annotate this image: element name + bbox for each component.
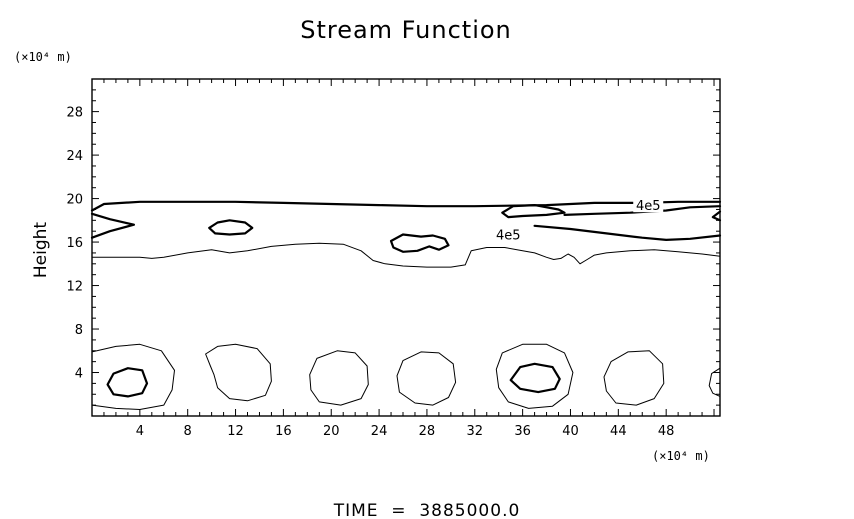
contour-upper-band-top	[90, 200, 722, 212]
contour-cell-l5-inner	[509, 362, 561, 394]
x-tick-label: 28	[419, 424, 436, 439]
contour-cell-l4	[396, 351, 457, 406]
contour-cell-l1-inner	[106, 367, 149, 398]
x-unit-label: (×10⁴ m)	[652, 449, 710, 463]
y-tick-label: 8	[75, 323, 83, 338]
time-footer: TIME = 3885000.0	[333, 501, 521, 519]
tick-layer	[91, 78, 720, 417]
x-tick-label: 24	[371, 424, 388, 439]
contour-cell-l7-partial	[708, 367, 721, 397]
contour-band-lower-right	[533, 224, 722, 241]
contour-cell-l5-outer	[495, 343, 574, 409]
chart-title: Stream Function	[300, 16, 512, 44]
contour-cell-l6	[603, 350, 665, 406]
x-tick-label: 12	[227, 424, 244, 439]
contour-label: 4e5	[636, 199, 661, 214]
contour-lower-wave	[91, 242, 721, 268]
contour-blob-28	[389, 233, 450, 253]
x-tick-label: 44	[610, 424, 627, 439]
y-tick-label: 16	[66, 236, 83, 251]
x-tick-label: 4	[136, 424, 144, 439]
y-tick-label: 20	[66, 193, 83, 208]
x-tick-label: 40	[562, 424, 579, 439]
y-tick-label: 28	[66, 106, 83, 121]
y-unit-label: (×10⁴ m)	[14, 50, 72, 64]
x-tick-label: 20	[323, 424, 340, 439]
x-tick-label: 32	[467, 424, 484, 439]
plot-frame	[91, 78, 721, 417]
contour-right-stub	[711, 210, 722, 222]
contour-label-bg	[493, 226, 524, 242]
contour-blob-36	[501, 204, 566, 219]
contour-cell-l2	[205, 343, 272, 402]
contour-cell-l3	[309, 350, 369, 406]
contour-label: 4e5	[496, 229, 521, 244]
x-tick-label: 36	[514, 424, 531, 439]
contour-cell-l1-outer	[91, 343, 175, 410]
contour-lens-12	[208, 219, 254, 236]
contour-layer: 4e5 4e5	[90, 197, 722, 410]
x-tick-label: 8	[184, 424, 192, 439]
y-tick-label: 4	[75, 367, 83, 382]
x-tick-label: 16	[275, 424, 292, 439]
y-tick-label: 24	[66, 149, 83, 164]
y-axis-label: Height	[31, 222, 51, 279]
x-tick-label: 48	[658, 424, 675, 439]
contour-label-bg	[633, 197, 664, 213]
y-tick-label: 12	[66, 280, 83, 295]
contour-upper-band-bottom	[90, 212, 135, 239]
